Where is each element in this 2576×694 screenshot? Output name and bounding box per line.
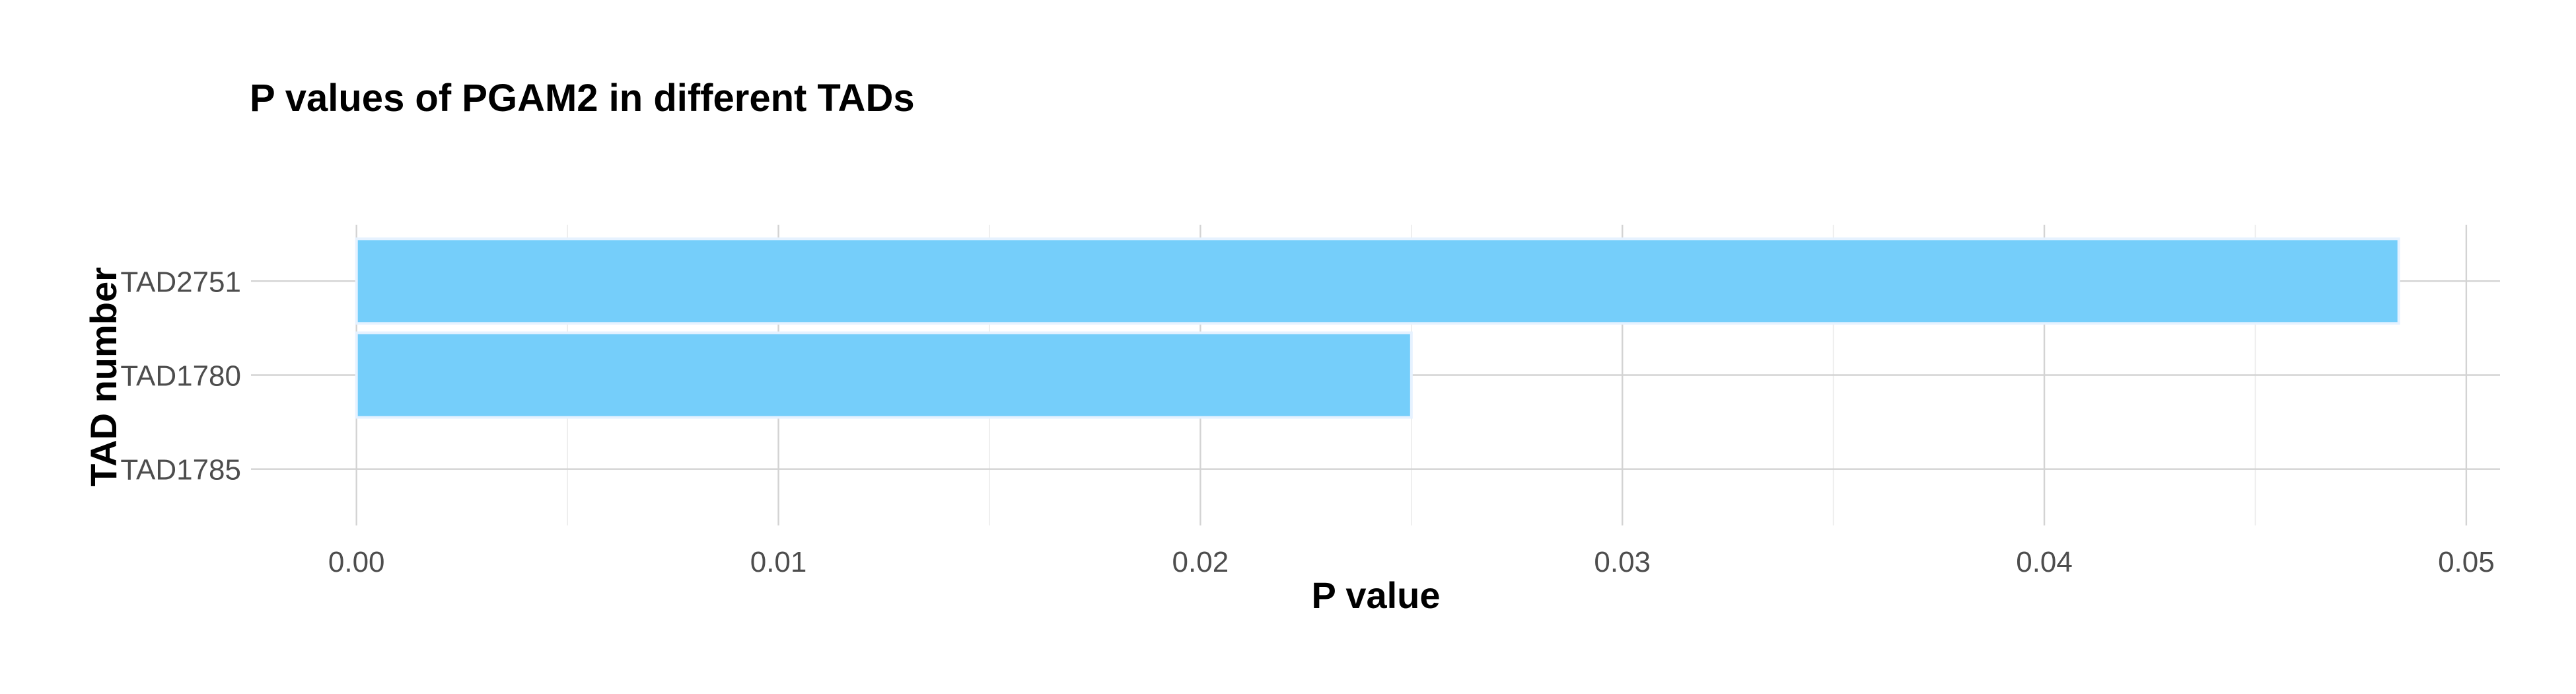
bar-tad1780 xyxy=(355,331,1413,419)
x-tick-labels: 0.00 0.01 0.02 0.03 0.04 0.05 xyxy=(328,546,2495,578)
x-axis-title: P value xyxy=(1311,574,1440,616)
x-tick-label: 0.02 xyxy=(1172,546,1229,578)
chart-title: P values of PGAM2 in different TADs xyxy=(250,77,915,120)
x-tick-label: 0.00 xyxy=(328,546,385,578)
y-tick-label: TAD1785 xyxy=(120,454,241,486)
y-tick-label: TAD1780 xyxy=(120,360,241,393)
x-tick-label: 0.05 xyxy=(2438,546,2495,578)
x-tick-label: 0.04 xyxy=(2016,546,2073,578)
x-tick-label: 0.01 xyxy=(750,546,807,578)
bar-layer xyxy=(355,237,2400,419)
bar-tad2751 xyxy=(355,237,2400,325)
y-axis-title: TAD number xyxy=(83,267,124,486)
y-tick-label: TAD2751 xyxy=(120,266,241,298)
x-tick-label: 0.03 xyxy=(1594,546,1651,578)
y-tick-labels: TAD2751 TAD1780 TAD1785 xyxy=(120,266,241,486)
